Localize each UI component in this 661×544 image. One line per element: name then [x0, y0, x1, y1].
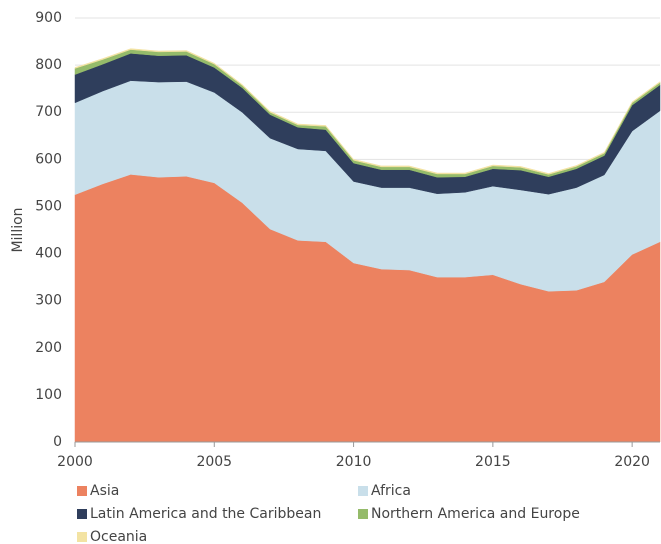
legend-label: Africa [371, 483, 411, 499]
area [74, 48, 661, 175]
legend-swatch [77, 486, 87, 496]
legend-swatch [358, 509, 368, 519]
legend-label: Oceania [90, 529, 147, 544]
legend-swatch [77, 532, 87, 542]
legend-swatch [358, 486, 368, 496]
x-tick-label: 2005 [196, 454, 232, 470]
legend-label: Latin America and the Caribbean [90, 506, 321, 522]
x-tick-label: 2010 [336, 454, 372, 470]
x-tick-label: 2000 [57, 454, 93, 470]
legend-label: Asia [90, 483, 119, 499]
y-tick-label: 500 [35, 198, 62, 214]
y-tick-label: 200 [35, 340, 62, 356]
y-tick-label: 900 [35, 10, 62, 26]
y-tick-label: 100 [35, 387, 62, 403]
y-tick-label: 400 [35, 246, 62, 262]
legend-swatch [77, 509, 87, 519]
y-tick-label: 0 [53, 434, 62, 450]
y-axis-label: Million [10, 207, 26, 252]
x-tick-label: 2015 [475, 454, 511, 470]
y-tick-label: 800 [35, 57, 62, 73]
x-tick-label: 2020 [614, 454, 650, 470]
y-tick-label: 600 [35, 151, 62, 167]
y-tick-label: 700 [35, 104, 62, 120]
y-tick-label: 300 [35, 293, 62, 309]
legend-label: Northern America and Europe [371, 506, 580, 522]
